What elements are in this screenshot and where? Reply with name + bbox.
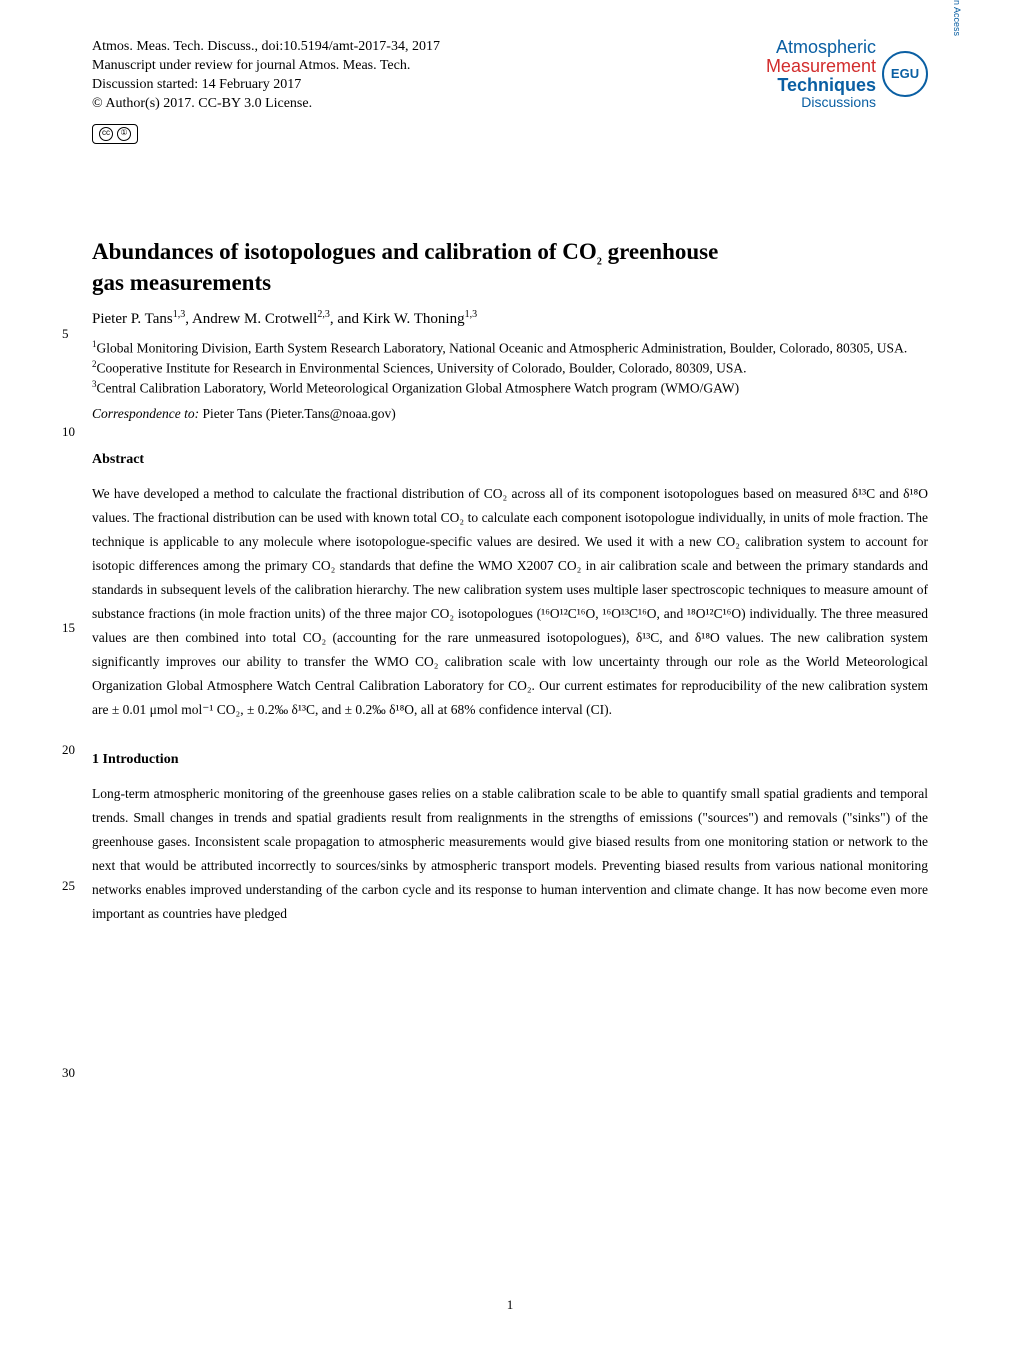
- title-part-1b: greenhouse: [602, 239, 719, 264]
- title-part-2: gas measurements: [92, 270, 271, 295]
- correspondence-text: Pieter Tans (Pieter.Tans@noaa.gov): [199, 406, 396, 421]
- line-number: 10: [62, 424, 75, 440]
- intro-body: Long-term atmospheric monitoring of the …: [92, 782, 928, 926]
- line-number: 30: [62, 1065, 75, 1081]
- affil-2: Cooperative Institute for Research in En…: [97, 361, 747, 376]
- author-3-affil: 1,3: [465, 309, 478, 320]
- citation-status: Manuscript under review for journal Atmo…: [92, 57, 440, 76]
- by-icon: ①: [117, 127, 131, 141]
- correspondence: Correspondence to: Pieter Tans (Pieter.T…: [92, 406, 928, 422]
- affil-1: Global Monitoring Division, Earth System…: [97, 341, 908, 356]
- cc-by-badge: cc ①: [92, 124, 138, 144]
- citation-doi: Atmos. Meas. Tech. Discuss., doi:10.5194…: [92, 38, 440, 57]
- line-number: 15: [62, 620, 75, 636]
- page-number: 1: [507, 1297, 514, 1313]
- correspondence-label: Correspondence to:: [92, 406, 199, 421]
- author-2-affil: 2,3: [317, 309, 330, 320]
- line-number: 20: [62, 742, 75, 758]
- open-access-label: Open Access: [952, 0, 962, 36]
- affiliations: 1Global Monitoring Division, Earth Syste…: [92, 338, 928, 397]
- author-1-affil: 1,3: [173, 309, 186, 320]
- author-list: Pieter P. Tans1,3, Andrew M. Crotwell2,3…: [92, 309, 928, 328]
- paper-title: Abundances of isotopologues and calibrat…: [92, 238, 928, 298]
- journal-word-atmospheric: Atmospheric: [766, 38, 876, 57]
- cc-icon: cc: [99, 127, 113, 141]
- journal-word-measurement: Measurement: [766, 57, 876, 76]
- journal-word-discussions: Discussions: [766, 95, 876, 110]
- line-number: 25: [62, 878, 75, 894]
- citation-date: Discussion started: 14 February 2017: [92, 76, 440, 95]
- author-1: Pieter P. Tans: [92, 311, 173, 327]
- author-3-pre: , and Kirk W. Thoning: [330, 311, 465, 327]
- affil-3: Central Calibration Laboratory, World Me…: [97, 380, 740, 395]
- abstract-body: We have developed a method to calculate …: [92, 482, 928, 722]
- egu-logo-icon: EGU: [882, 51, 928, 97]
- line-number: 5: [62, 326, 69, 342]
- journal-branding: Atmospheric Measurement Techniques Discu…: [766, 38, 928, 109]
- author-2-pre: , Andrew M. Crotwell: [185, 311, 317, 327]
- journal-word-techniques: Techniques: [766, 76, 876, 95]
- title-part-1: Abundances of isotopologues and calibrat…: [92, 239, 597, 264]
- page-header: Atmos. Meas. Tech. Discuss., doi:10.5194…: [92, 38, 928, 144]
- citation-license: © Author(s) 2017. CC-BY 3.0 License.: [92, 95, 440, 114]
- abstract-heading: Abstract: [92, 452, 928, 468]
- citation-block: Atmos. Meas. Tech. Discuss., doi:10.5194…: [92, 38, 440, 144]
- intro-heading: 1 Introduction: [92, 752, 928, 768]
